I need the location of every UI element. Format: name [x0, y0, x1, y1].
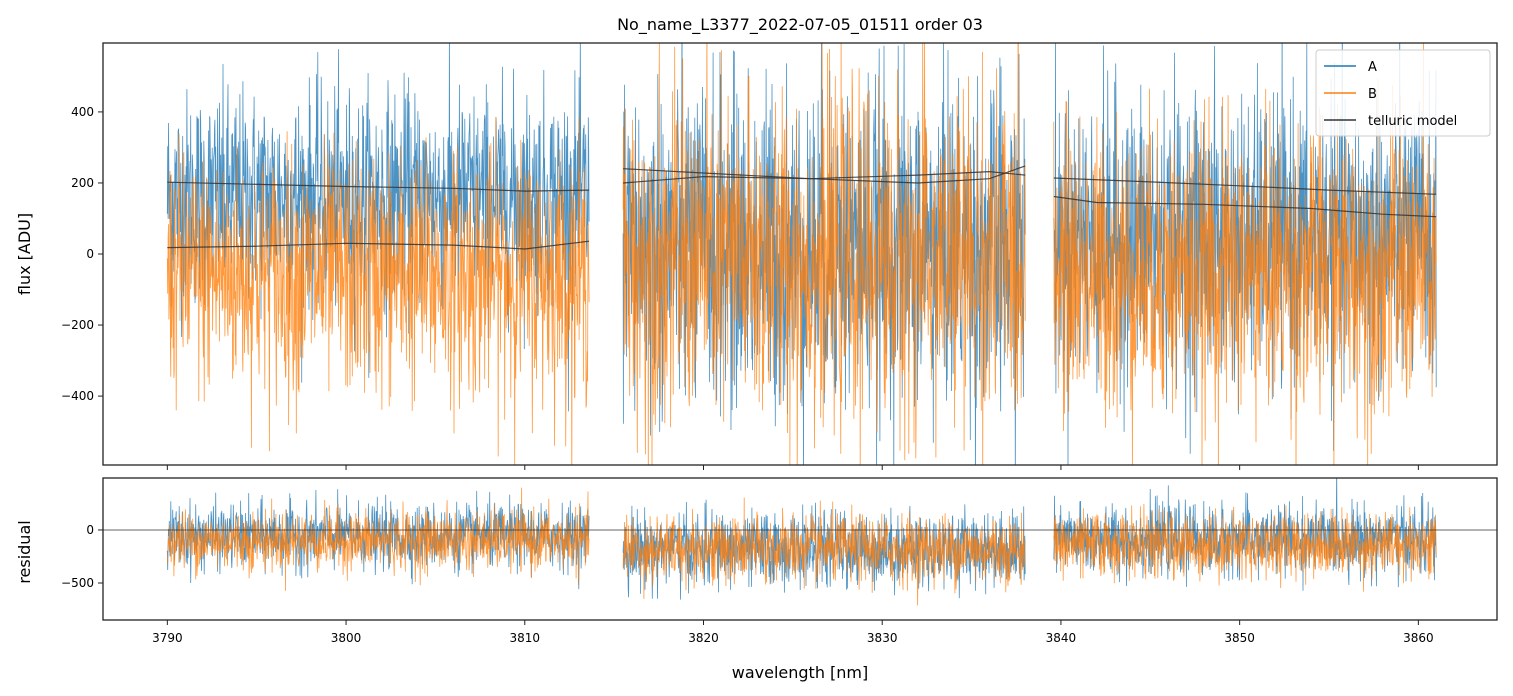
residual-b-segment-1 — [622, 497, 1026, 606]
x-tick-label: 3840 — [1046, 631, 1077, 645]
x-axis-label: wavelength [nm] — [732, 663, 869, 682]
y-tick-label-top: 0 — [86, 247, 94, 261]
series-b-segment-2 — [1053, 43, 1437, 465]
telluric-model-a-segment-0 — [167, 181, 590, 192]
x-tick-label: 3810 — [510, 631, 541, 645]
flux-plot-area — [166, 43, 1437, 465]
legend: A B telluric model — [1315, 49, 1491, 137]
series-b-segment-0 — [166, 116, 590, 465]
legend-label-b: B — [1368, 87, 1377, 102]
telluric-model-b-segment-0 — [167, 240, 590, 250]
telluric-model-a-segment-2 — [1053, 177, 1437, 195]
x-tick-label: 3830 — [867, 631, 898, 645]
y-tick-label-top: 400 — [71, 105, 94, 119]
x-tick-label: 3850 — [1224, 631, 1255, 645]
series-b-segment-1 — [622, 43, 1026, 465]
x-tick-label: 3790 — [152, 631, 183, 645]
legend-label-model: telluric model — [1368, 114, 1457, 129]
y-tick-label-top: 200 — [71, 176, 94, 190]
residual-b-segment-2 — [1053, 503, 1437, 592]
chart-title: No_name_L3377_2022-07-05_01511 order 03 — [617, 15, 983, 35]
x-tick-label: 3800 — [331, 631, 362, 645]
x-tick-label: 3820 — [688, 631, 719, 645]
y-tick-label-bottom: −500 — [61, 576, 94, 590]
x-tick-label: 3860 — [1403, 631, 1434, 645]
y-tick-label-bottom: 0 — [86, 523, 94, 537]
legend-label-a: A — [1368, 60, 1377, 75]
y-axis-label-bottom: residual — [15, 520, 34, 583]
y-tick-label-top: −200 — [61, 318, 94, 332]
residual-axes-frame — [102, 477, 1498, 621]
y-tick-label-top: −400 — [61, 389, 94, 403]
y-axis-label-top: flux [ADU] — [15, 213, 34, 295]
telluric-model-b-segment-2 — [1053, 195, 1437, 218]
residual-plot-area — [103, 478, 1497, 606]
telluric-model-b-segment-1 — [623, 165, 1026, 184]
telluric-model-a-segment-1 — [623, 168, 1026, 180]
residual-b-segment-0 — [166, 487, 590, 591]
